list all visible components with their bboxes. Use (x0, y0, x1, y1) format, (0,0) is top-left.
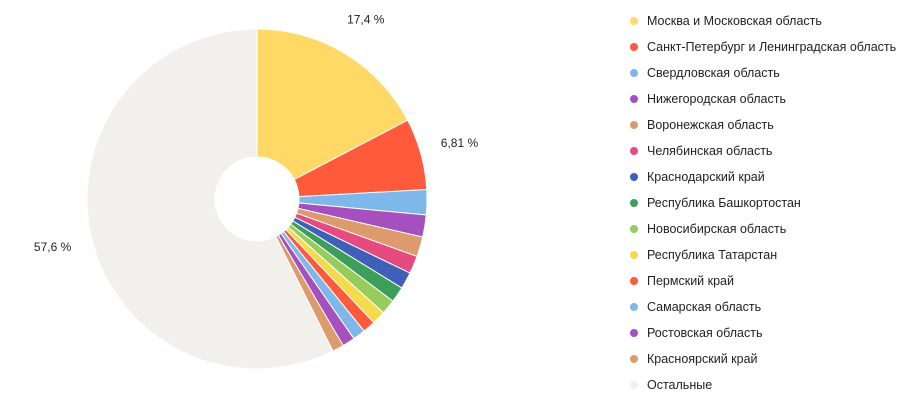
legend-label: Самарская область (647, 300, 762, 314)
slice-value-label: 57,6 % (34, 240, 72, 254)
legend-swatch (630, 69, 638, 77)
legend-label: Нижегородская область (647, 92, 786, 106)
pie-chart: 17,4 % 6,81 % 57,6 % (34, 12, 479, 370)
legend-swatch (630, 17, 638, 25)
legend-label: Москва и Московская область (647, 14, 822, 28)
pie-slices (86, 28, 428, 370)
legend-item[interactable]: Челябинская область (630, 138, 910, 164)
legend-item[interactable]: Республика Башкортостан (630, 190, 910, 216)
legend-label: Республика Башкортостан (647, 196, 801, 210)
legend-label: Республика Татарстан (647, 248, 778, 262)
legend-label: Санкт-Петербург и Ленинградская область (647, 40, 897, 54)
pie-value-labels: 17,4 % 6,81 % 57,6 % (34, 12, 479, 254)
legend-item[interactable]: Самарская область (630, 294, 910, 320)
legend-item[interactable]: Краснодарский край (630, 164, 910, 190)
chart-legend: Москва и Московская область Санкт-Петербу… (630, 8, 910, 398)
slice-value-label: 17,4 % (347, 12, 385, 26)
legend-swatch (630, 277, 638, 285)
legend-item[interactable]: Москва и Московская область (630, 8, 910, 34)
legend-swatch (630, 329, 638, 337)
legend-item[interactable]: Санкт-Петербург и Ленинградская область (630, 34, 910, 60)
legend-label: Челябинская область (647, 144, 773, 158)
legend-swatch (630, 43, 638, 51)
legend-swatch (630, 355, 638, 363)
legend-item[interactable]: Республика Татарстан (630, 242, 910, 268)
legend-swatch (630, 303, 638, 311)
legend-label: Красноярский край (647, 352, 758, 366)
legend-swatch (630, 225, 638, 233)
legend-label: Краснодарский край (647, 170, 765, 184)
legend-item[interactable]: Нижегородская область (630, 86, 910, 112)
legend-label: Новосибирская область (647, 222, 787, 236)
legend-label: Остальные (647, 378, 713, 392)
legend-label: Свердловская область (647, 66, 780, 80)
legend-item[interactable]: Ростовская область (630, 320, 910, 346)
legend-swatch (630, 121, 638, 129)
pie-slice (86, 28, 334, 370)
legend-item[interactable]: Пермский край (630, 268, 910, 294)
legend-label: Ростовская область (647, 326, 763, 340)
legend-item[interactable]: Красноярский край (630, 346, 910, 372)
legend-item[interactable]: Воронежская область (630, 112, 910, 138)
legend-item[interactable]: Свердловская область (630, 60, 910, 86)
legend-swatch (630, 199, 638, 207)
legend-label: Воронежская область (647, 118, 774, 132)
legend-item[interactable]: Остальные (630, 372, 910, 398)
pie-slice (256, 28, 409, 181)
legend-swatch (630, 381, 638, 389)
legend-swatch (630, 251, 638, 259)
legend-swatch (630, 173, 638, 181)
legend-swatch (630, 95, 638, 103)
legend-label: Пермский край (647, 274, 734, 288)
legend-item[interactable]: Новосибирская область (630, 216, 910, 242)
legend-swatch (630, 147, 638, 155)
slice-value-label: 6,81 % (441, 136, 479, 150)
